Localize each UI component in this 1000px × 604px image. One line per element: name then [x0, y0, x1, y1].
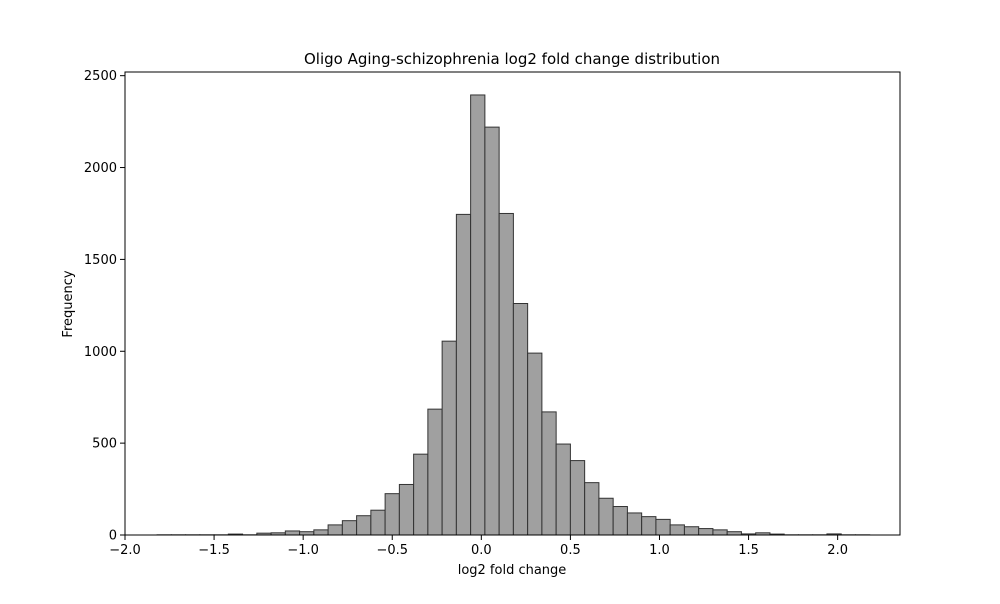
histogram-bar-38 [699, 529, 713, 535]
x-tick-label: 1.0 [649, 543, 670, 558]
histogram-bar-15 [371, 510, 385, 535]
histogram-bar-31 [599, 498, 613, 535]
histogram-bar-20 [442, 341, 456, 535]
y-axis-label: Frequency [61, 270, 76, 337]
histogram-bar-35 [656, 519, 670, 535]
histogram-bar-33 [627, 513, 641, 535]
histogram-bar-26 [528, 353, 542, 535]
x-axis: −2.0 −1.5 −1.0 −0.5 0.0 0.5 1.0 1.5 2.0 [109, 535, 848, 558]
histogram-bar-19 [428, 409, 442, 535]
histogram-bar-36 [670, 525, 684, 535]
histogram-bar-32 [613, 507, 627, 535]
x-tick-label: −2.0 [109, 543, 141, 558]
histogram-bar-34 [642, 517, 656, 535]
chart-title: Oligo Aging-schizophrenia log2 fold chan… [304, 50, 720, 68]
histogram-bar-11 [314, 530, 328, 535]
histogram-bar-16 [385, 494, 399, 535]
histogram-bar-17 [399, 484, 413, 535]
x-axis-label: log2 fold change [458, 563, 567, 578]
histogram-bar-39 [713, 530, 727, 535]
y-tick-label: 1500 [84, 253, 117, 268]
histogram-bar-29 [570, 461, 584, 535]
y-tick-label: 500 [92, 437, 117, 452]
y-tick-label: 0 [109, 529, 117, 544]
histogram-bar-24 [499, 213, 513, 535]
histogram-bar-25 [513, 304, 527, 536]
y-tick-label: 1000 [84, 345, 117, 360]
x-tick-label: −0.5 [376, 543, 408, 558]
histogram-bar-27 [542, 412, 556, 535]
x-tick-label: −1.0 [287, 543, 319, 558]
histogram-bar-14 [357, 516, 371, 535]
y-axis: 0 500 1000 1500 2000 2500 [84, 69, 125, 543]
histogram-bar-23 [485, 127, 499, 535]
x-tick-label: −1.5 [198, 543, 230, 558]
histogram-bars [157, 95, 870, 535]
histogram-bar-37 [684, 527, 698, 535]
histogram-bar-18 [414, 454, 428, 535]
histogram-bar-21 [456, 214, 470, 535]
x-tick-label: 1.5 [738, 543, 759, 558]
histogram-bar-30 [585, 483, 599, 535]
y-tick-label: 2000 [84, 161, 117, 176]
y-tick-label: 2500 [84, 69, 117, 84]
x-tick-label: 2.0 [827, 543, 848, 558]
histogram-bar-22 [471, 95, 485, 535]
histogram-bar-28 [556, 444, 570, 535]
x-tick-label: 0.5 [560, 543, 581, 558]
histogram-bar-9 [285, 531, 299, 535]
histogram-bar-13 [342, 521, 356, 535]
histogram-bar-12 [328, 525, 342, 535]
x-tick-label: 0.0 [471, 543, 492, 558]
